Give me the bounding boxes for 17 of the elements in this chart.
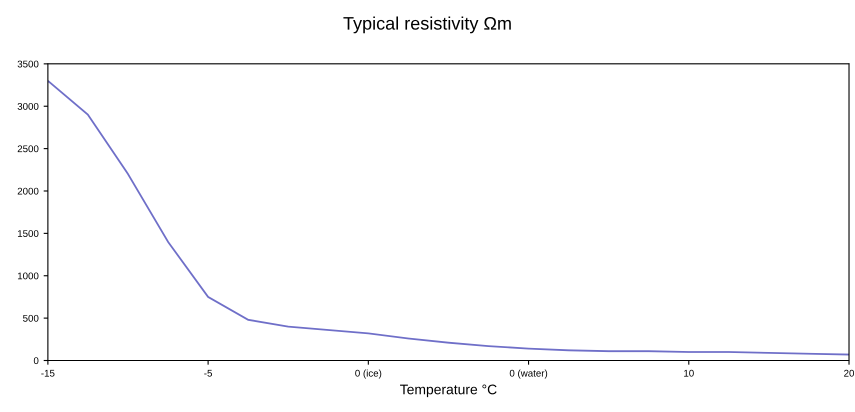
y-tick-label: 1000 [18, 272, 38, 280]
chart-title: Typical resistivity Ωm [343, 16, 511, 34]
x-tick-label: 10 [684, 370, 694, 377]
x-tick-label: 0 (ice) [355, 370, 382, 379]
x-tick-label: -5 [204, 370, 212, 377]
y-tick-label: 3500 [18, 60, 38, 68]
x-axis-title: Temperature °C [400, 384, 497, 398]
y-tick-label: 500 [23, 314, 38, 322]
x-tick-label: 20 [844, 370, 854, 377]
y-tick-label: 3000 [18, 102, 38, 110]
y-tick-label: 2500 [18, 145, 38, 152]
x-tick-label: 0 (water) [510, 370, 548, 379]
y-tick-label: 1500 [18, 230, 38, 237]
line-series [48, 80, 850, 356]
y-tick-label: 2000 [18, 188, 38, 195]
y-tick-label: 0 [34, 357, 38, 364]
x-tick-label: -15 [41, 370, 54, 377]
